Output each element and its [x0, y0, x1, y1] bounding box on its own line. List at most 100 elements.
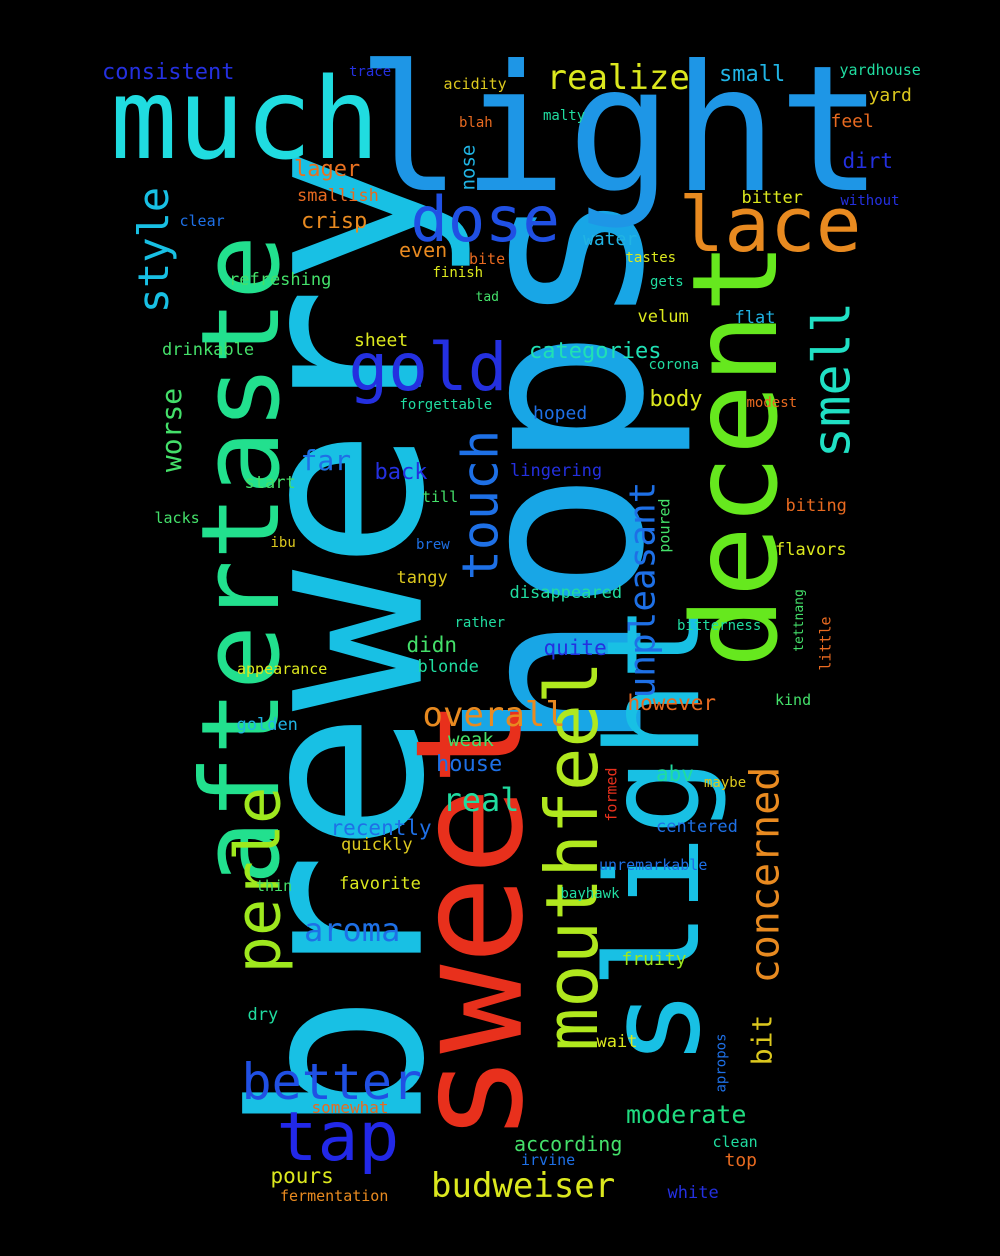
- word-unremarkable: unremarkable: [599, 855, 708, 874]
- word-lager: lager: [294, 157, 361, 182]
- word-somewhat: somewhat: [311, 1098, 389, 1117]
- word-fruity: fruity: [621, 949, 687, 970]
- word-bitterness: bitterness: [677, 618, 762, 634]
- word-clean: clean: [712, 1132, 758, 1151]
- word-style: style: [129, 186, 179, 314]
- word-bite: bite: [469, 249, 506, 268]
- word-start: start: [244, 472, 296, 493]
- word-disappeared: disappeared: [509, 582, 623, 603]
- word-forgettable: forgettable: [399, 397, 493, 413]
- word-yardhouse: yardhouse: [839, 60, 921, 79]
- word-apropos: apropos: [713, 1033, 730, 1093]
- word-velum: velum: [637, 306, 689, 327]
- word-tap: tap: [276, 1098, 400, 1177]
- word-moderate: moderate: [626, 1099, 747, 1129]
- word-fermentation: fermentation: [280, 1186, 389, 1205]
- word-lacks: lacks: [154, 508, 200, 527]
- word-categories: categories: [529, 339, 662, 364]
- word-blah: blah: [459, 115, 493, 131]
- word-without: without: [840, 193, 900, 209]
- word-blonde: blonde: [417, 656, 479, 677]
- word-concerned: concerned: [741, 766, 788, 984]
- word-budweiser: budweiser: [431, 1166, 616, 1206]
- word-bayhawk: bayhawk: [560, 886, 620, 902]
- word-dose: dose: [410, 183, 560, 256]
- word-refreshing: refreshing: [229, 269, 332, 290]
- word-maybe: maybe: [704, 775, 747, 791]
- word-finish: finish: [432, 265, 484, 281]
- word-kind: kind: [775, 690, 812, 709]
- word-irvine: irvine: [521, 1150, 576, 1169]
- word-poured: poured: [655, 497, 674, 553]
- word-modest: modest: [746, 395, 798, 411]
- word-back: back: [374, 460, 428, 485]
- word-pours: pours: [270, 1163, 334, 1188]
- word-feel: feel: [830, 111, 874, 132]
- word-even: even: [399, 238, 448, 262]
- word-bitter: bitter: [741, 187, 803, 208]
- word-ibu: ibu: [270, 535, 296, 551]
- word-flat: flat: [734, 307, 776, 328]
- word-clear: clear: [179, 211, 225, 230]
- word-quickly: quickly: [341, 834, 413, 855]
- word-formed: formed: [602, 766, 621, 822]
- word-sheet: sheet: [354, 330, 409, 351]
- word-corona: corona: [648, 357, 700, 373]
- word-flavors: flavors: [775, 539, 847, 560]
- word-appearance: appearance: [237, 659, 328, 678]
- word-house: house: [436, 752, 503, 777]
- word-decent: decent: [666, 241, 805, 669]
- word-didn: didn: [406, 632, 458, 657]
- word-white: white: [667, 1182, 719, 1203]
- word-worse: worse: [155, 387, 189, 473]
- word-wait: wait: [596, 1031, 638, 1052]
- word-golden: golden: [236, 714, 298, 735]
- word-tad: tad: [475, 289, 499, 305]
- word-yard: yard: [868, 85, 912, 106]
- word-smallish: smallish: [297, 185, 379, 206]
- word-overall: overall: [422, 695, 566, 735]
- word-weak: weak: [448, 728, 494, 751]
- word-bit: bit: [744, 1014, 778, 1066]
- word-lace: lace: [678, 180, 862, 269]
- word-centered: centered: [656, 816, 738, 837]
- word-hoped: hoped: [533, 403, 588, 424]
- word-light: light: [356, 28, 884, 232]
- word-quite: quite: [543, 635, 607, 660]
- word-smell: smell: [801, 301, 862, 459]
- word-biting: biting: [785, 495, 847, 516]
- word-brew: brew: [416, 537, 450, 553]
- word-little: little: [816, 615, 835, 671]
- word-favorite: favorite: [339, 873, 421, 894]
- word-drinkable: drinkable: [162, 339, 255, 360]
- word-tastes: tastes: [625, 250, 677, 266]
- word-top: top: [724, 1150, 758, 1171]
- word-gold: gold: [348, 329, 508, 406]
- word-dirt: dirt: [842, 148, 894, 173]
- word-touch: touch: [450, 429, 509, 581]
- word-lingering: lingering: [510, 460, 603, 481]
- word-tettnang: tettnang: [791, 588, 807, 652]
- word-gets: gets: [650, 274, 684, 290]
- word-aroma: aroma: [304, 911, 401, 949]
- word-much: much: [110, 55, 380, 185]
- word-however: however: [627, 690, 717, 715]
- word-better: better: [241, 1053, 423, 1111]
- word-consistent: consistent: [102, 60, 235, 85]
- word-trace: trace: [349, 64, 392, 80]
- word-tangy: tangy: [396, 567, 448, 588]
- word-according: according: [514, 1132, 623, 1156]
- word-thin: thin: [256, 876, 293, 895]
- word-abv: abv: [656, 761, 694, 786]
- word-dry: dry: [247, 1004, 279, 1025]
- word-crisp: crisp: [301, 209, 368, 234]
- word-till: till: [422, 487, 459, 506]
- word-realize: realize: [546, 58, 690, 98]
- word-acidity: acidity: [443, 74, 507, 93]
- word-recently: recently: [330, 815, 432, 840]
- word-body: body: [649, 387, 703, 412]
- word-far: far: [300, 444, 352, 477]
- word-small: small: [719, 62, 786, 87]
- word-malty: malty: [543, 108, 586, 124]
